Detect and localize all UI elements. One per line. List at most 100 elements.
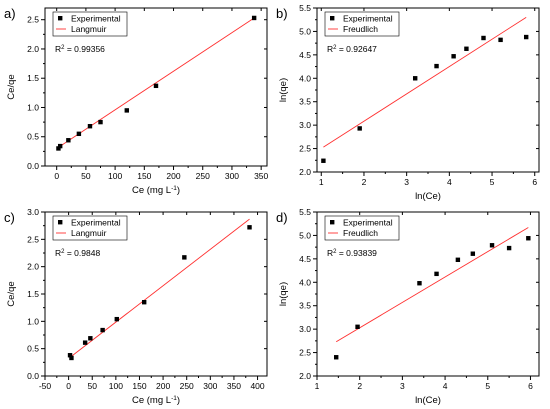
legend-label-fit: Langmuir bbox=[71, 24, 107, 34]
x-axis-title: ln(Ce) bbox=[415, 191, 441, 202]
y-tick-label: 2.5 bbox=[27, 15, 39, 25]
x-tick-label: 300 bbox=[203, 381, 217, 391]
legend-point-marker bbox=[58, 220, 63, 225]
y-axis-title: Ce/qe bbox=[6, 281, 17, 306]
legend-point-marker bbox=[330, 220, 335, 225]
x-tick-label: 5 bbox=[485, 381, 490, 391]
data-point bbox=[251, 15, 257, 21]
data-point bbox=[66, 138, 71, 143]
chart-panel-2: b) 1 2 3 4 5 6 2.0 2.5 3.0 3.5 4.0 4.5 5.0 5.5 ln(Ce) ln… bbox=[276, 3, 540, 202]
x-tick-label: 6 bbox=[528, 381, 533, 391]
data-point bbox=[506, 245, 512, 251]
data-point bbox=[124, 108, 129, 113]
panel-label: b) bbox=[276, 6, 288, 21]
r-squared-annotation: R2 = 0.9848 bbox=[55, 248, 100, 258]
y-tick-label: 4.0 bbox=[299, 73, 311, 83]
legend-label-fit: Freudlich bbox=[343, 228, 378, 238]
data-point bbox=[489, 243, 495, 248]
y-tick-label: 5.0 bbox=[299, 230, 311, 240]
data-point bbox=[321, 158, 326, 163]
x-tick-label: 0 bbox=[54, 171, 59, 181]
data-point bbox=[455, 257, 461, 262]
plot-frame bbox=[44, 7, 268, 167]
x-tick-label: 3 bbox=[404, 177, 409, 187]
r-squared-annotation: R2 = 0.93839 bbox=[327, 248, 377, 258]
legend-box bbox=[52, 11, 128, 37]
y-tick-label: 2.5 bbox=[27, 234, 39, 244]
x-axis-title: ln(Ce) bbox=[415, 395, 441, 406]
chart-panel-1: a) 0 50 100 150 200 250 300 350 0.0 0.5 1.0 1.5 2.0 2.… bbox=[4, 6, 269, 196]
y-tick-label: 3.0 bbox=[299, 120, 311, 130]
y-tick-label: 3.0 bbox=[299, 324, 311, 334]
x-tick-label: 2 bbox=[357, 381, 362, 391]
x-tick-label: 4 bbox=[447, 177, 452, 187]
y-tick-label: 1.5 bbox=[27, 289, 39, 299]
x-tick-label: 350 bbox=[227, 381, 241, 391]
legend-label-experimental: Experimental bbox=[343, 14, 393, 24]
legend-box bbox=[52, 215, 128, 241]
y-tick-label: 0.0 bbox=[27, 161, 39, 171]
y-tick-label: 0.0 bbox=[27, 371, 39, 381]
data-point bbox=[434, 271, 439, 277]
data-point bbox=[100, 327, 105, 333]
data-point bbox=[141, 300, 147, 305]
data-point bbox=[69, 355, 74, 361]
panel-label: d) bbox=[276, 210, 288, 225]
data-point bbox=[67, 353, 73, 358]
y-tick-label: 2.0 bbox=[299, 167, 311, 177]
x-tick-label: 100 bbox=[109, 381, 123, 391]
x-tick-label: 3 bbox=[400, 381, 405, 391]
y-tick-label: 0.5 bbox=[27, 132, 39, 142]
x-tick-label: 150 bbox=[132, 381, 146, 391]
y-axis-title: Ce/qe bbox=[6, 74, 17, 99]
legend-point-marker bbox=[58, 16, 63, 21]
y-tick-label: 3.5 bbox=[299, 301, 311, 311]
data-point bbox=[56, 146, 61, 151]
x-tick-label: 300 bbox=[225, 171, 239, 181]
y-tick-label: 5.5 bbox=[299, 3, 311, 13]
x-tick-label: 0 bbox=[66, 381, 71, 391]
x-tick-label: 200 bbox=[156, 381, 170, 391]
fit-line bbox=[335, 227, 529, 343]
x-tick-label: 2 bbox=[362, 177, 367, 187]
y-tick-label: 4.5 bbox=[299, 50, 311, 60]
x-tick-label: 150 bbox=[137, 171, 151, 181]
data-point bbox=[355, 324, 360, 329]
y-tick-label: 5.5 bbox=[299, 207, 311, 217]
legend-label-fit: Langmuir bbox=[71, 228, 107, 238]
data-point bbox=[88, 336, 93, 341]
y-tick-label: 1.0 bbox=[27, 102, 39, 112]
data-point bbox=[464, 46, 469, 51]
data-point bbox=[334, 355, 339, 360]
data-point bbox=[451, 54, 456, 59]
x-tick-label: 100 bbox=[108, 171, 122, 181]
chart-panel-3: c) -50 0 50 100 150 200 250 300 350 400 0.0 0.5 1.0 1.… bbox=[4, 207, 268, 407]
y-tick-label: 2.0 bbox=[299, 371, 311, 381]
x-tick-label: 50 bbox=[81, 171, 91, 181]
data-point bbox=[470, 251, 476, 256]
x-axis-title: Ce (mg L-1) bbox=[132, 395, 180, 407]
data-point bbox=[434, 63, 439, 69]
fit-line bbox=[69, 218, 250, 358]
x-tick-label: 250 bbox=[180, 381, 194, 391]
r-squared-annotation: R2 = 0.92647 bbox=[327, 44, 377, 54]
y-axis-title: ln(qe) bbox=[278, 282, 289, 306]
y-tick-label: 0.5 bbox=[27, 344, 39, 354]
y-tick-label: 2.5 bbox=[299, 348, 311, 358]
data-point bbox=[57, 143, 63, 149]
y-tick-label: 5.0 bbox=[299, 26, 311, 36]
data-point bbox=[357, 126, 362, 131]
data-point bbox=[98, 119, 103, 125]
data-point bbox=[526, 236, 531, 241]
data-point bbox=[523, 34, 529, 40]
data-point bbox=[82, 340, 88, 345]
legend-label-experimental: Experimental bbox=[71, 14, 121, 24]
fit-line bbox=[323, 16, 527, 148]
data-point bbox=[412, 76, 418, 81]
panel-label: c) bbox=[4, 210, 15, 225]
legend-point-marker bbox=[330, 16, 335, 21]
panel-label: a) bbox=[4, 6, 16, 21]
fit-line bbox=[56, 17, 255, 149]
x-tick-label: -50 bbox=[39, 381, 52, 391]
